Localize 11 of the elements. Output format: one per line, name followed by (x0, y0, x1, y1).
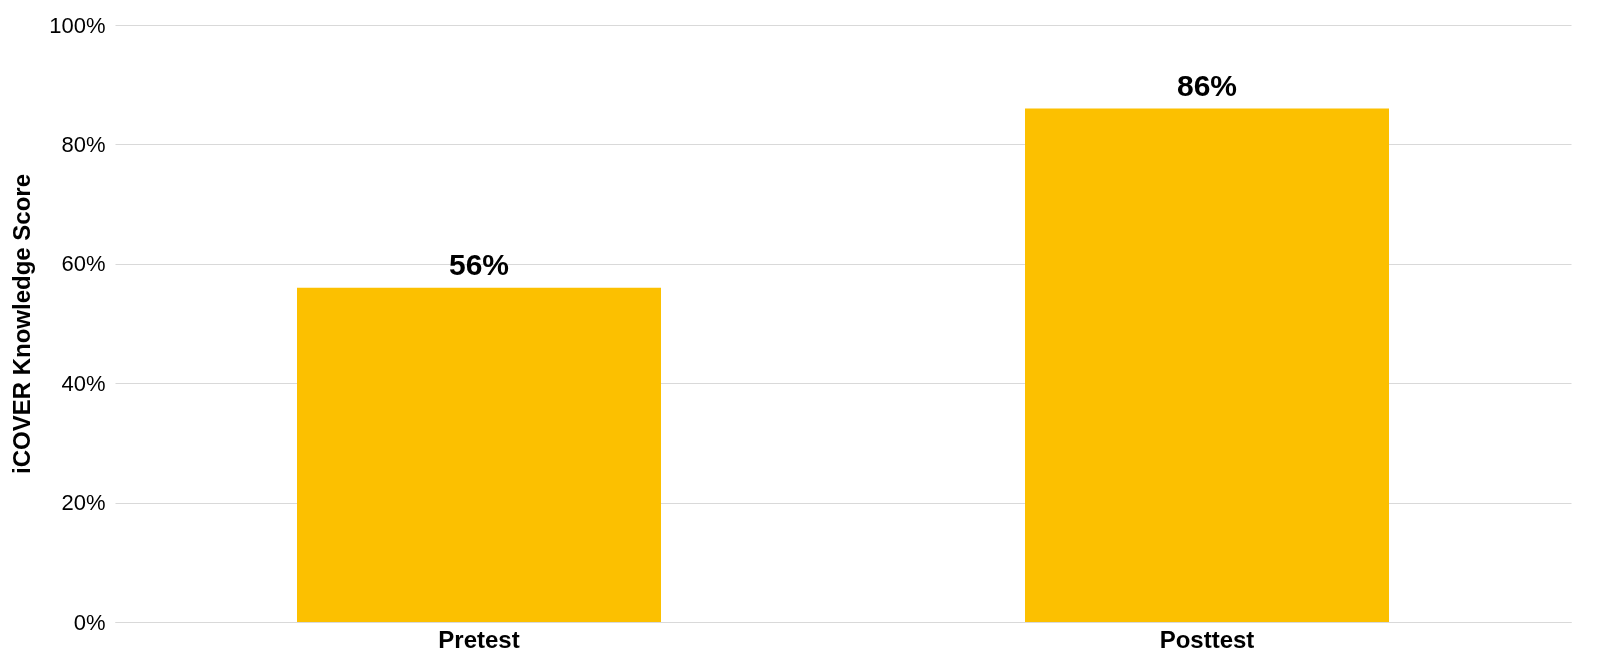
y-tick-label: 20% (61, 490, 106, 516)
y-tick-label: 40% (61, 370, 106, 396)
y-tick-label: 80% (61, 131, 106, 157)
x-tick-label: Posttest (1159, 625, 1255, 653)
x-tick-label: Pretest (438, 625, 520, 653)
y-axis-title: iCOVER Knowledge Score (8, 173, 36, 475)
data-label: 86% (1176, 68, 1238, 102)
y-tick-label: 0% (73, 609, 106, 635)
y-tick-label: 100% (49, 12, 106, 38)
data-label: 56% (448, 247, 510, 281)
y-tick-label: 60% (61, 251, 106, 277)
